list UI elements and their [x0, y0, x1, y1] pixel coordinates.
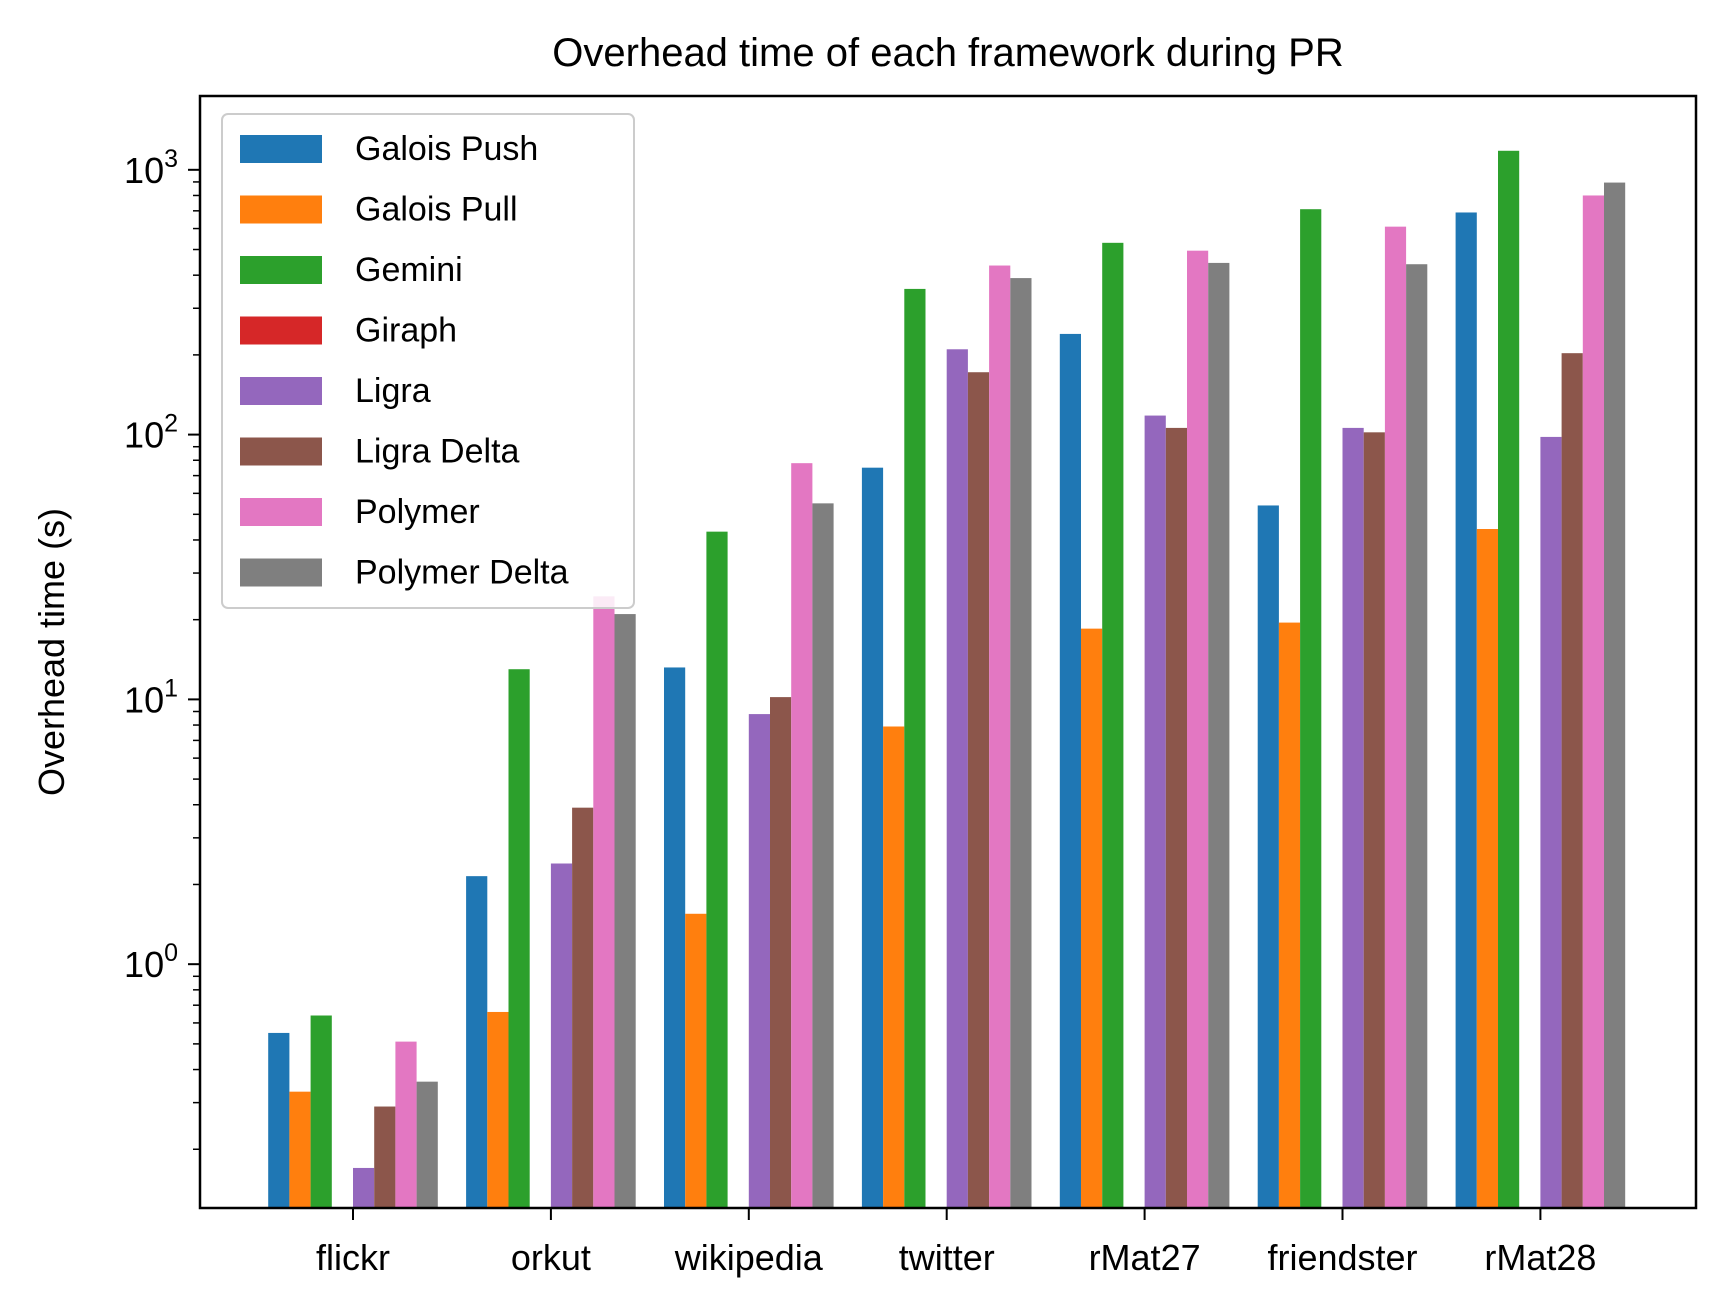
legend-label-galois-pull: Galois Pull [355, 191, 518, 229]
bar-ligra-flickr [353, 1167, 375, 1208]
bar-ligra-delta-twitter [967, 372, 990, 1209]
bar-polymer-flickr [395, 1041, 417, 1208]
legend-swatch-galois-pull [240, 195, 322, 224]
bar-ligra-delta-flickr [374, 1106, 396, 1208]
bar-gemini-twitter [904, 288, 926, 1208]
legend-label-giraph: Giraph [355, 312, 457, 350]
bar-polymer-delta-twitter [1010, 278, 1032, 1209]
legend-label-ligra: Ligra [355, 372, 431, 410]
bar-galois-pull-orkut [487, 1011, 509, 1208]
bar-gemini-orkut [508, 669, 530, 1208]
x-tick-label-twitter: twitter [899, 1237, 995, 1278]
bar-ligra-orkut [550, 863, 573, 1208]
x-tick-label-wikipedia: wikipedia [674, 1237, 824, 1278]
legend-label-polymer: Polymer [355, 493, 480, 531]
y-tick-label-10: 101 [124, 674, 178, 720]
bar-polymer-orkut [593, 596, 615, 1208]
bar-polymer-delta-flickr [416, 1081, 438, 1208]
legend-label-gemini: Gemini [355, 251, 463, 289]
bar-galois-push-rMat28 [1455, 212, 1477, 1209]
axes-layer: flickr orkut wikipedia twitter rMat27 friends… [124, 145, 1596, 1278]
bar-gemini-rMat28 [1498, 150, 1520, 1208]
bar-ligra-rMat28 [1540, 436, 1562, 1208]
bar-galois-pull-friendster [1278, 622, 1301, 1208]
bar-polymer-rMat28 [1582, 195, 1604, 1209]
legend-swatch-giraph [240, 316, 322, 345]
bar-polymer-friendster [1384, 226, 1407, 1208]
legend: Galois Push Galois Pull Gemini Giraph Ligra L… [221, 113, 635, 609]
bar-polymer-delta-orkut [614, 614, 636, 1208]
x-tick-label-friendster: friendster [1267, 1237, 1417, 1278]
bar-galois-pull-rMat28 [1476, 529, 1498, 1208]
legend-label-polymer-delta: Polymer Delta [355, 554, 569, 592]
bar-polymer-delta-friendster [1406, 264, 1428, 1209]
bar-polymer-wikipedia [791, 463, 813, 1208]
bar-galois-pull-rMat27 [1081, 628, 1103, 1208]
legend-swatch-galois-push [240, 135, 322, 163]
bars-layer [268, 150, 1626, 1209]
legend-swatch-gemini [240, 256, 322, 284]
legend-swatch-ligra [240, 377, 322, 405]
bar-ligra-delta-friendster [1363, 432, 1385, 1208]
bar-ligra-delta-orkut [572, 807, 594, 1208]
bar-galois-push-rMat27 [1059, 333, 1081, 1208]
legend-frame [221, 113, 635, 609]
bar-gemini-wikipedia [706, 531, 728, 1208]
bar-polymer-rMat27 [1187, 250, 1209, 1208]
bar-gemini-flickr [310, 1015, 332, 1208]
bar-galois-pull-flickr [289, 1091, 311, 1208]
chart-title: Overhead time of each framework during P… [552, 31, 1343, 75]
bar-polymer-delta-rMat27 [1208, 262, 1230, 1208]
legend-label-ligra-delta: Ligra Delta [355, 433, 520, 471]
y-tick-label-1: 100 [124, 939, 178, 985]
bar-ligra-friendster [1342, 427, 1364, 1208]
bar-galois-push-flickr [268, 1032, 290, 1208]
bar-galois-pull-twitter [883, 726, 905, 1208]
legend-label-galois-push: Galois Push [355, 130, 538, 168]
bar-ligra-wikipedia [748, 714, 770, 1208]
bar-polymer-delta-rMat28 [1604, 182, 1626, 1208]
x-tick-label-orkut: orkut [511, 1237, 591, 1278]
legend-swatch-ligra-delta [240, 437, 322, 466]
bar-gemini-friendster [1300, 209, 1322, 1208]
y-axis-label: Overhead time (s) [31, 508, 72, 796]
legend-swatch-polymer [240, 498, 322, 526]
x-tick-label-rMat28: rMat28 [1484, 1237, 1596, 1278]
bar-ligra-delta-wikipedia [770, 697, 792, 1208]
bar-ligra-delta-rMat28 [1561, 353, 1583, 1208]
y-tick-label-1000: 103 [124, 145, 178, 191]
bar-ligra-rMat27 [1144, 415, 1166, 1208]
bar-galois-push-wikipedia [664, 667, 686, 1208]
x-tick-label-rMat27: rMat27 [1089, 1237, 1201, 1278]
bar-ligra-delta-rMat27 [1165, 427, 1187, 1208]
bar-galois-push-orkut [466, 876, 488, 1208]
bar-ligra-twitter [946, 349, 968, 1208]
bar-galois-push-twitter [861, 467, 884, 1208]
bar-polymer-delta-wikipedia [812, 503, 834, 1209]
bar-polymer-twitter [989, 265, 1011, 1208]
bar-galois-pull-wikipedia [685, 913, 707, 1208]
bar-gemini-rMat27 [1102, 242, 1124, 1208]
legend-swatch-polymer-delta [240, 558, 322, 587]
y-tick-label-100: 102 [124, 410, 178, 456]
plot-area-frame [198, 94, 1698, 1210]
bar-galois-push-friendster [1257, 505, 1279, 1209]
x-tick-label-flickr: flickr [316, 1237, 390, 1278]
